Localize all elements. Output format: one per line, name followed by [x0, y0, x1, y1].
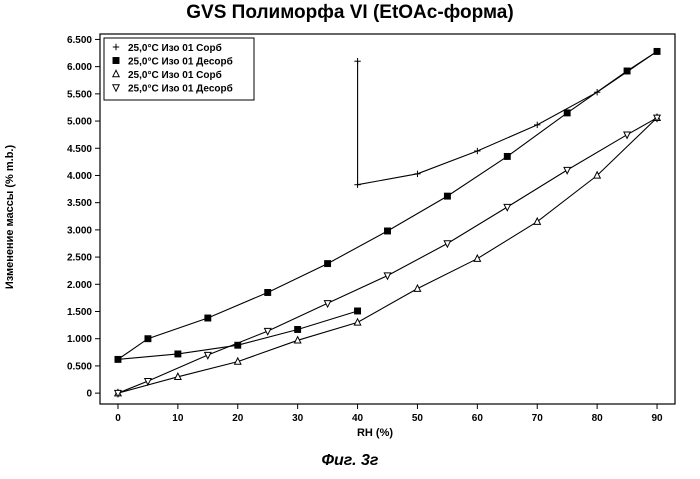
data-point: [444, 193, 450, 199]
data-point: [205, 315, 211, 321]
series-line: [118, 118, 657, 393]
series-line: [118, 118, 657, 393]
x-tick-label: 30: [292, 413, 304, 424]
x-tick-label: 60: [472, 413, 484, 424]
data-point: [654, 48, 660, 54]
y-tick-label: 2.000: [67, 280, 92, 291]
data-point: [324, 260, 330, 266]
data-point: [504, 153, 510, 159]
data-point: [414, 171, 420, 177]
data-point: [534, 218, 540, 224]
data-point: [564, 110, 570, 116]
data-point: [624, 68, 630, 74]
x-tick-label: 70: [532, 413, 544, 424]
y-tick-label: 1.000: [67, 334, 92, 345]
data-point: [414, 285, 420, 291]
legend-item: 25,0°C Изо 01 Десорб: [113, 83, 233, 95]
x-tick-label: 20: [232, 413, 244, 424]
data-point: [564, 167, 570, 173]
y-tick-label: 3.000: [67, 225, 92, 236]
legend-label: 25,0°C Изо 01 Сорб: [128, 42, 222, 54]
data-point: [444, 241, 450, 247]
data-point: [474, 255, 480, 261]
data-point: [624, 132, 630, 138]
series-line: [358, 51, 657, 184]
y-tick-label: 4.500: [67, 144, 92, 155]
legend-marker: [113, 57, 119, 63]
y-tick-label: 0: [86, 389, 92, 400]
x-tick-label: 10: [172, 413, 184, 424]
data-point: [534, 122, 540, 128]
data-point: [504, 204, 510, 210]
x-tick-label: 40: [352, 413, 364, 424]
series-4: [115, 115, 660, 397]
legend-label: 25,0°C Изо 01 Сорб: [128, 69, 222, 81]
y-axis-label: Изменение массы (% m.b.): [4, 145, 16, 290]
series-3: [115, 114, 660, 396]
y-tick-label: 4.000: [67, 171, 92, 182]
legend-label: 25,0°C Изо 01 Десорб: [128, 83, 233, 95]
data-point: [294, 326, 300, 332]
y-tick-label: 0.500: [67, 361, 92, 372]
data-point: [354, 319, 360, 325]
y-tick-label: 5.000: [67, 117, 92, 128]
legend-item: 25,0°C Изо 01 Сорб: [113, 42, 222, 54]
data-point: [145, 336, 151, 342]
y-tick-label: 2.500: [67, 253, 92, 264]
data-point: [474, 148, 480, 154]
legend-item: 25,0°C Изо 01 Десорб: [113, 56, 233, 68]
data-point: [384, 228, 390, 234]
y-tick-label: 6.000: [67, 62, 92, 73]
legend-item: 25,0°C Изо 01 Сорб: [113, 69, 222, 81]
data-point: [354, 308, 360, 314]
y-tick-label: 5.500: [67, 89, 92, 100]
x-tick-label: 50: [412, 413, 424, 424]
x-axis-label: RH (%): [357, 427, 393, 439]
y-tick-label: 6.500: [67, 35, 92, 46]
data-point: [175, 351, 181, 357]
x-tick-label: 80: [592, 413, 604, 424]
data-point: [354, 58, 360, 64]
y-tick-label: 1.500: [67, 307, 92, 318]
x-tick-label: 90: [651, 413, 663, 424]
legend-label: 25,0°C Изо 01 Десорб: [128, 56, 233, 68]
x-tick-label: 0: [115, 413, 121, 424]
data-point: [265, 289, 271, 295]
series-1: [354, 48, 660, 188]
data-point: [354, 182, 360, 188]
data-point: [115, 356, 121, 362]
y-tick-label: 3.500: [67, 198, 92, 209]
figure-caption: Фиг. 3г: [0, 452, 700, 470]
